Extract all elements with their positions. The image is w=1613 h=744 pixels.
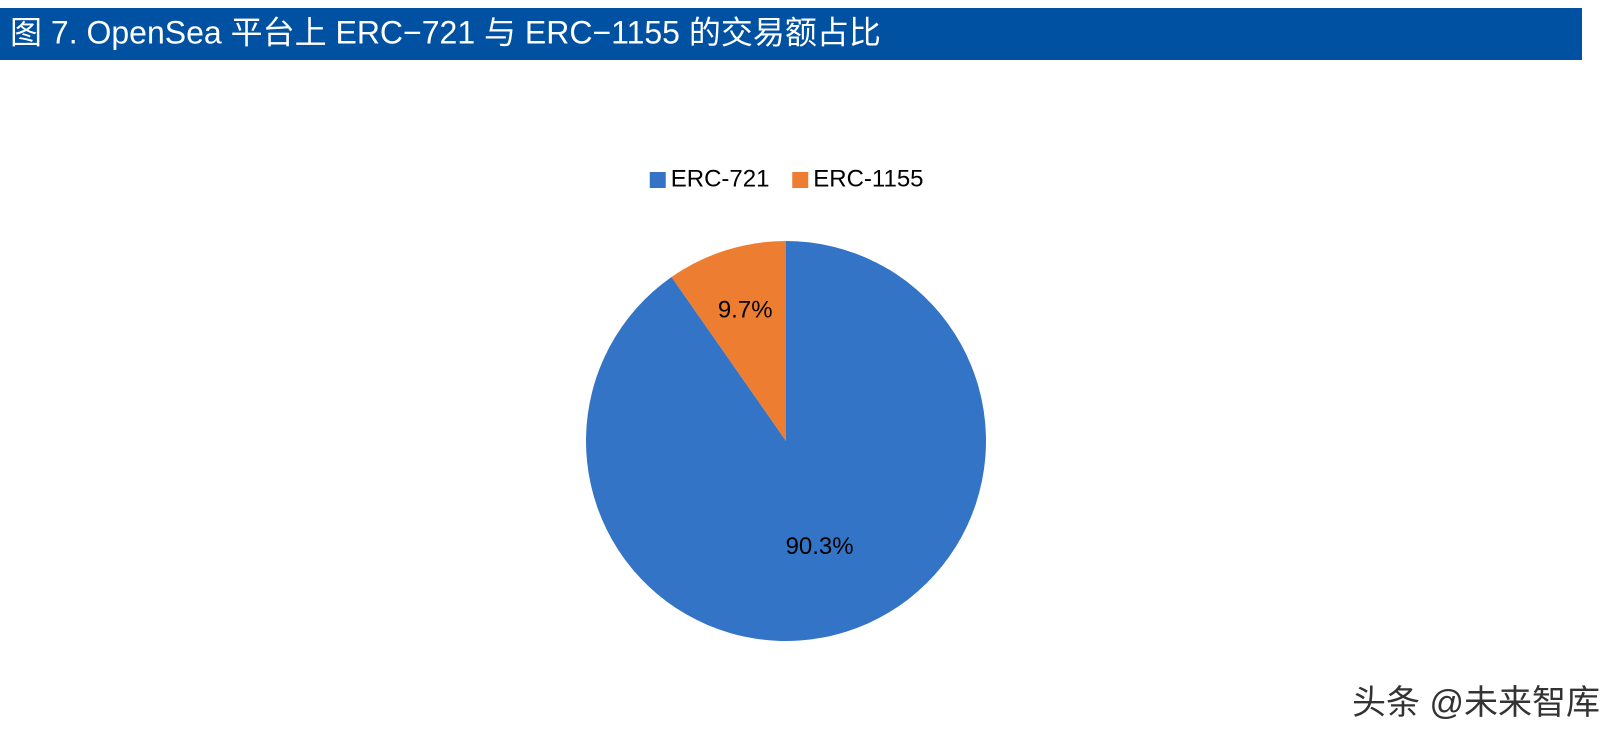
legend-swatch xyxy=(792,172,809,188)
legend-label: ERC-721 xyxy=(671,165,770,192)
data-label: 90.3% xyxy=(786,533,854,560)
pie-slice xyxy=(671,241,786,441)
data-label: 9.7% xyxy=(718,297,773,324)
watermark: 头条 @未来智库 xyxy=(1352,684,1600,722)
chart-title: 图 7. OpenSea 平台上 ERC−721 与 ERC−1155 的交易额… xyxy=(10,14,881,50)
legend-swatch xyxy=(649,172,666,188)
title-bar xyxy=(0,8,1582,60)
pie-slice xyxy=(586,241,986,642)
legend-label: ERC-1155 xyxy=(813,165,923,192)
